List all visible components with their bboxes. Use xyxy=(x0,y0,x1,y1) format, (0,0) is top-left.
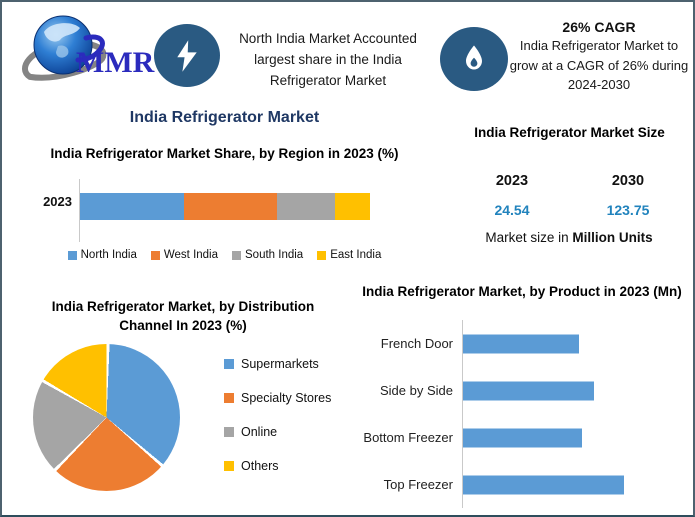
legend-swatch xyxy=(150,250,160,260)
product-bar xyxy=(463,381,594,400)
distribution-legend: Supermarkets Specialty Stores Online Others xyxy=(224,357,331,473)
distribution-legend-item-2: Specialty Stores xyxy=(224,391,331,405)
legend-label: Online xyxy=(241,425,278,439)
lightning-badge xyxy=(154,24,220,87)
product-category-label: Top Freezer xyxy=(383,477,453,492)
product-bar-track xyxy=(462,320,690,367)
logo-text: MMR xyxy=(76,46,155,79)
legend-swatch xyxy=(224,461,234,471)
region-bar-segment-2 xyxy=(184,193,278,220)
mmr-logo: MMR xyxy=(14,10,160,94)
highlight-right-text: India Refrigerator Market to grow at a C… xyxy=(509,38,689,92)
product-bar xyxy=(463,334,580,353)
region-bar-segment-3 xyxy=(277,193,336,220)
caption-prefix: Market size in xyxy=(485,230,569,245)
highlight-right: 26% CAGR India Refrigerator Market to gr… xyxy=(508,19,690,95)
product-bar-track xyxy=(462,414,690,461)
flame-icon xyxy=(466,45,482,70)
distribution-chart-title: India Refrigerator Market, by Distributi… xyxy=(51,299,315,333)
region-chart-plot xyxy=(79,179,425,242)
legend-swatch xyxy=(67,250,77,260)
distribution-pie-chart xyxy=(33,344,180,491)
region-legend-item-3: South India xyxy=(232,249,303,261)
product-bar xyxy=(463,428,583,447)
market-size-title: India Refrigerator Market Size xyxy=(474,125,665,140)
globe-icon: MMR xyxy=(22,15,155,81)
product-bar-track xyxy=(462,461,690,508)
legend-label: Specialty Stores xyxy=(241,391,332,405)
region-stacked-bar xyxy=(80,193,370,220)
region-bar-segment-4 xyxy=(335,193,370,220)
distribution-legend-item-3: Online xyxy=(224,425,331,439)
legend-label: West India xyxy=(163,249,219,261)
legend-swatch xyxy=(224,427,234,437)
product-bar-track xyxy=(462,367,690,414)
product-bar xyxy=(463,475,625,494)
product-category-label: Bottom Freezer xyxy=(363,430,453,445)
region-legend: North India West India South India East Ind… xyxy=(17,249,432,261)
product-row-2: Side by Side xyxy=(352,367,690,414)
value-2030: 123.75 xyxy=(606,202,650,218)
product-category-label: French Door xyxy=(380,336,453,351)
legend-label: Supermarkets xyxy=(241,357,319,371)
highlight-left-text: North India Market Accounted largest sha… xyxy=(239,31,417,88)
market-size-caption: Market size in Million Units xyxy=(445,230,693,245)
region-legend-item-1: North India xyxy=(67,249,137,261)
legend-label: East India xyxy=(330,249,382,261)
product-chart-title: India Refrigerator Market, by Product in… xyxy=(362,284,682,299)
legend-label: South India xyxy=(245,249,304,261)
product-category-label: Side by Side xyxy=(380,383,453,398)
product-chart: French Door Side by Side Bottom Freezer Top… xyxy=(352,320,690,508)
lightning-icon xyxy=(177,39,197,72)
distribution-legend-item-1: Supermarkets xyxy=(224,357,331,371)
market-size-values: 24.54 123.75 xyxy=(454,202,686,218)
value-2023: 24.54 xyxy=(494,202,530,218)
product-row-3: Bottom Freezer xyxy=(352,414,690,461)
region-chart-title: India Refrigerator Market Share, by Regi… xyxy=(50,146,399,161)
region-legend-item-2: West India xyxy=(150,249,219,261)
distribution-legend-item-4: Others xyxy=(224,459,331,473)
legend-swatch xyxy=(232,250,242,260)
product-row-4: Top Freezer xyxy=(352,461,690,508)
market-size-years: 2023 2030 xyxy=(454,173,686,189)
legend-swatch xyxy=(317,250,327,260)
page-title: India Refrigerator Market xyxy=(129,109,320,126)
region-bar-segment-1 xyxy=(80,193,185,220)
flame-badge xyxy=(440,27,508,91)
year-2030-label: 2030 xyxy=(611,173,645,189)
year-2023-label: 2023 xyxy=(495,173,529,189)
region-legend-item-4: East India xyxy=(317,249,381,261)
region-axis-label: 2023 xyxy=(43,194,72,209)
caption-units: Million Units xyxy=(572,230,653,245)
cagr-heading: 26% CAGR xyxy=(562,19,636,35)
legend-swatch xyxy=(224,359,234,369)
legend-label: North India xyxy=(80,249,137,261)
legend-label: Others xyxy=(241,459,279,473)
legend-swatch xyxy=(224,393,234,403)
product-row-1: French Door xyxy=(352,320,690,367)
